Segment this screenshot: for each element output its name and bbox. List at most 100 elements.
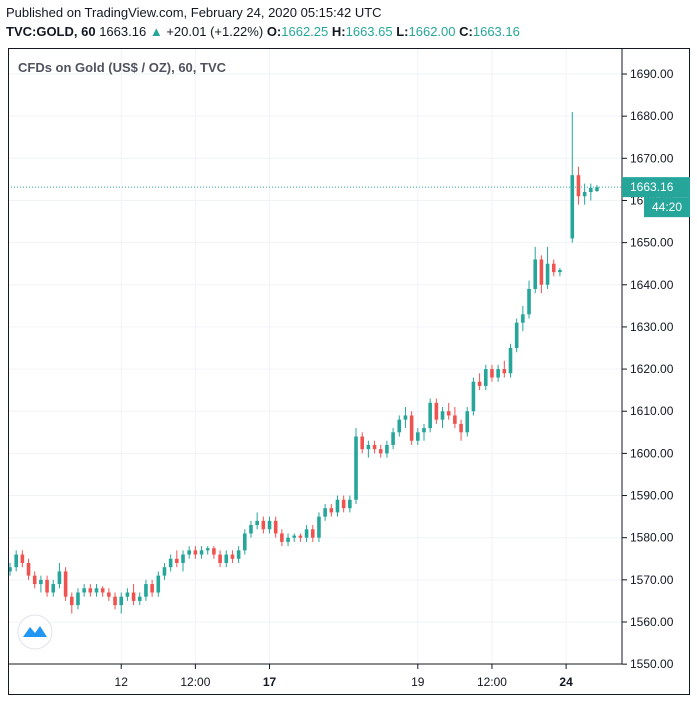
candle-body <box>273 520 278 534</box>
candle-body <box>187 550 191 555</box>
x-tick-label: 19 <box>411 675 425 689</box>
candle-body <box>255 520 259 526</box>
low-label: L: <box>396 24 409 39</box>
candle-body <box>119 596 124 606</box>
candle-body <box>416 432 420 441</box>
candle-body <box>88 588 93 593</box>
y-tick-label: 1580.00 <box>630 531 674 545</box>
candle-body <box>527 288 531 315</box>
candle-body <box>63 571 68 597</box>
candle-body <box>69 596 74 606</box>
x-tick-label: 12:00 <box>477 675 507 689</box>
high-label: H: <box>331 24 346 39</box>
candle-body <box>243 533 247 551</box>
y-tick-label: 1600.00 <box>630 446 674 460</box>
y-tick-label: 1570.00 <box>630 573 674 587</box>
candle-body <box>477 381 482 386</box>
candle-body <box>100 588 105 593</box>
candle-body <box>205 548 210 551</box>
y-tick-label: 1650.00 <box>630 236 674 250</box>
candle-body <box>224 554 229 563</box>
candle-body <box>175 558 179 563</box>
candle-body <box>236 550 241 559</box>
price-axis[interactable]: 1550.00 1560.00 1570.00 1580.00 1590.00 1600.… <box>621 48 674 671</box>
open-label: O: <box>266 24 282 39</box>
x-tick-label: 17 <box>263 675 277 689</box>
candle-body <box>434 402 439 420</box>
candle-body <box>156 575 161 593</box>
candles <box>8 111 599 614</box>
candle-body <box>329 508 334 513</box>
candle-body <box>508 348 513 374</box>
candle-body <box>366 444 371 450</box>
candle-body <box>298 535 303 538</box>
candle-body <box>582 192 587 197</box>
candle-body <box>280 533 284 542</box>
last-price-tag: 1663.16 44:20 <box>622 177 690 218</box>
candle-body <box>409 415 414 441</box>
y-tick-label: 1670.00 <box>630 151 674 165</box>
candle-body <box>57 571 62 585</box>
last-price-tag-text: 1663.16 <box>630 180 674 194</box>
logo-mark <box>23 626 47 637</box>
change-value: +20.01 (+1.22%) <box>166 24 264 39</box>
close-label: C: <box>459 24 473 39</box>
candle-body <box>496 369 500 378</box>
candle-body <box>125 592 130 597</box>
candle-body <box>20 554 25 563</box>
candle-body <box>533 259 538 289</box>
candle-body <box>354 436 358 500</box>
countdown-tag-bg <box>644 197 690 218</box>
candle-body <box>372 444 377 450</box>
candle-body <box>45 579 49 593</box>
candle-body <box>292 535 297 538</box>
candle-body <box>76 592 80 606</box>
candle-body <box>391 432 395 445</box>
x-tick-label: 24 <box>559 675 573 689</box>
chart-header: Published on TradingView.com, February 2… <box>0 0 697 48</box>
y-tick-label: 1680.00 <box>630 109 674 123</box>
candle-body <box>514 322 519 348</box>
candle-body <box>539 259 544 285</box>
candle-body <box>490 369 494 378</box>
candle-body <box>465 411 470 433</box>
candle-body <box>440 411 445 420</box>
candle-body <box>14 554 18 568</box>
candle-body <box>162 567 167 576</box>
y-tick-label: 1640.00 <box>630 278 674 292</box>
candle-body <box>341 499 346 509</box>
ohlc-quote-line: TVC:GOLD, 60 1663.16 ▲ +20.01 (+1.22%) O… <box>6 24 520 39</box>
y-tick-label: 1690.00 <box>630 67 674 81</box>
y-tick-label: 1620.00 <box>630 362 674 376</box>
candle-body <box>310 529 315 538</box>
candle-body <box>348 499 352 509</box>
candle-body <box>422 428 426 433</box>
price-chart[interactable]: 1550.00 1560.00 1570.00 1580.00 1590.00 1600.… <box>8 48 690 696</box>
tradingview-logo-icon[interactable] <box>17 614 53 650</box>
candle-body <box>51 584 56 593</box>
candle-body <box>558 270 562 273</box>
candle-body <box>94 588 99 593</box>
high-value: 1663.65 <box>345 24 393 39</box>
candle-body <box>502 369 507 374</box>
candle-body <box>32 575 37 585</box>
logo-circle <box>17 614 53 650</box>
candle-body <box>378 449 383 454</box>
time-axis[interactable]: 12 12:00 17 19 12:00 24 <box>8 663 622 689</box>
candle-body <box>576 175 581 197</box>
candle-body <box>335 499 340 513</box>
symbol-label: TVC:GOLD, 60 <box>6 24 96 39</box>
candle-body <box>483 369 488 386</box>
candle-body <box>545 263 550 285</box>
candle-body <box>446 411 451 416</box>
candle-body <box>267 520 272 530</box>
y-tick-label: 1610.00 <box>630 404 674 418</box>
candle-body <box>595 187 599 191</box>
candle-body <box>428 402 432 429</box>
open-value: 1662.25 <box>281 24 329 39</box>
candle-body <box>107 592 111 597</box>
candle-body <box>551 263 556 273</box>
y-tick-label: 1560.00 <box>630 615 674 629</box>
candle-body <box>144 584 148 597</box>
up-arrow-icon: ▲ <box>149 24 163 39</box>
